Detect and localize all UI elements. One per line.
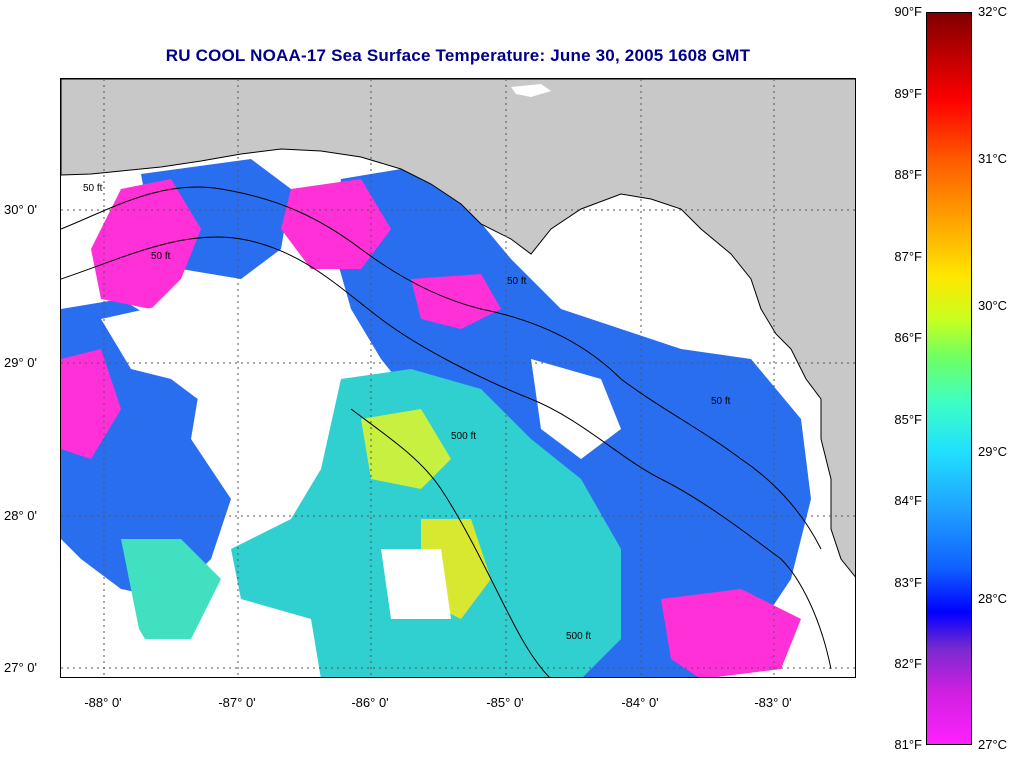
fahrenheit-label: 84°F — [894, 493, 922, 508]
celsius-label: 29°C — [978, 444, 1008, 459]
fahrenheit-label: 87°F — [894, 249, 922, 264]
fahrenheit-label: 88°F — [894, 167, 922, 182]
longitude-label: -87° 0' — [218, 695, 256, 710]
contour-label-4: 500 ft — [451, 431, 476, 442]
cooler-band-northeast — [281, 179, 391, 269]
celsius-label: 31°C — [978, 151, 1008, 166]
celsius-label: 32°C — [978, 4, 1008, 19]
sst-map: 50 ft 50 ft 50 ft 500 ft 500 ft 50 ft — [60, 78, 856, 678]
cooler-band-north — [91, 179, 201, 309]
island-north — [511, 84, 551, 97]
latitude-label: 29° 0' — [4, 355, 37, 370]
latitude-label: 28° 0' — [4, 508, 37, 523]
cloud-gap-5 — [61, 599, 151, 677]
longitude-label: -84° 0' — [621, 695, 659, 710]
fahrenheit-label: 89°F — [894, 86, 922, 101]
contour-label-6: 50 ft — [711, 396, 731, 407]
mid-water-region-south — [121, 539, 221, 639]
cooler-band-west — [61, 349, 121, 459]
contour-label-5: 500 ft — [566, 631, 591, 642]
contour-label-2: 50 ft — [151, 251, 171, 262]
cooler-band-southeast — [661, 589, 801, 677]
celsius-label: 27°C — [978, 737, 1008, 752]
contour-label-3: 50 ft — [507, 276, 527, 287]
longitude-label: -88° 0' — [84, 695, 122, 710]
latitude-label: 30° 0' — [4, 202, 37, 217]
map-title: RU COOL NOAA-17 Sea Surface Temperature:… — [165, 46, 751, 65]
cloud-gap-2 — [531, 359, 621, 459]
fahrenheit-label: 81°F — [894, 737, 922, 752]
celsius-label: 30°C — [978, 298, 1008, 313]
grid-lines — [61, 79, 855, 677]
fahrenheit-label: 83°F — [894, 575, 922, 590]
celsius-label: 28°C — [978, 591, 1008, 606]
fahrenheit-label: 86°F — [894, 330, 922, 345]
fahrenheit-label: 90°F — [894, 4, 922, 19]
temperature-colorbar — [926, 12, 972, 745]
longitude-label: -86° 0' — [351, 695, 389, 710]
fahrenheit-label: 85°F — [894, 412, 922, 427]
cloud-gap-4 — [381, 549, 451, 619]
sst-map-canvas: 50 ft 50 ft 50 ft 500 ft 500 ft 50 ft — [61, 79, 855, 677]
longitude-label: -85° 0' — [486, 695, 524, 710]
fahrenheit-label: 82°F — [894, 656, 922, 671]
warm-water-patch-1 — [361, 409, 451, 489]
cloud-gap-1 — [101, 299, 291, 419]
depth-contours — [61, 186, 832, 677]
latitude-label: 27° 0' — [4, 660, 37, 675]
land-area — [61, 79, 855, 578]
longitude-label: -83° 0' — [754, 695, 792, 710]
contour-label-1: 50 ft — [83, 183, 103, 194]
